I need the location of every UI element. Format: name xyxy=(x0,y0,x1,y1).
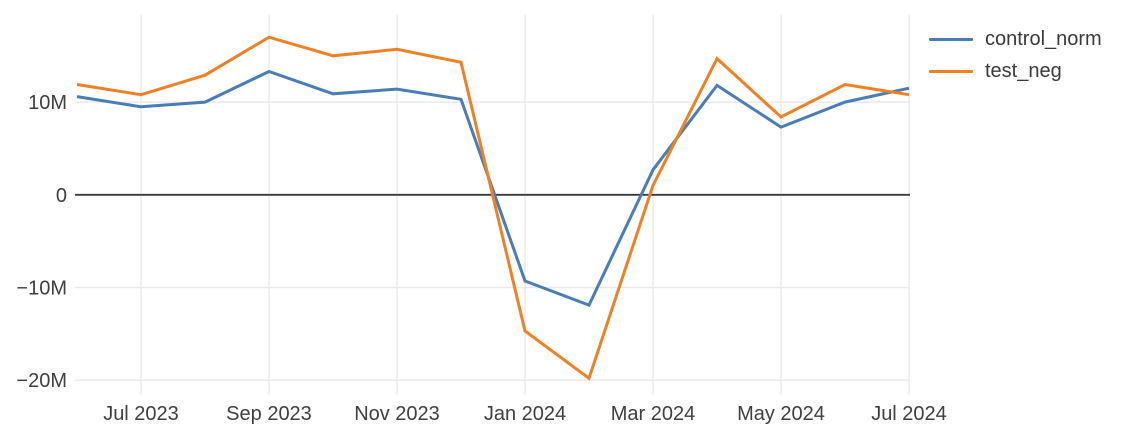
series-line-test_neg xyxy=(76,35,910,381)
y-tick-label: −20M xyxy=(16,370,67,392)
legend: control_norm test_neg xyxy=(929,28,1102,82)
x-tick-label: Mar 2024 xyxy=(611,403,696,425)
series-lines-group xyxy=(76,35,910,381)
y-tick-label: 10M xyxy=(28,92,67,114)
y-tick-label: −10M xyxy=(16,277,67,299)
x-axis-tick-labels: Jul 2023 Sep 2023 Nov 2023 Jan 2024 Mar 2024… xyxy=(103,403,947,425)
x-tick-label: Jan 2024 xyxy=(484,403,566,425)
legend-label-control-norm: control_norm xyxy=(985,28,1102,50)
legend-item-test-neg[interactable]: test_neg xyxy=(929,60,1102,82)
x-tick-label: Nov 2023 xyxy=(354,403,440,425)
x-tick-label: May 2024 xyxy=(737,403,825,425)
legend-line-swatch-blue xyxy=(929,37,973,41)
y-tick-label: 0 xyxy=(56,185,67,207)
x-tick-label: Jul 2023 xyxy=(103,403,179,425)
legend-line-swatch-orange xyxy=(929,69,973,73)
legend-item-control-norm[interactable]: control_norm xyxy=(929,28,1102,50)
y-axis-tick-labels: 10M 0 −10M −20M xyxy=(16,92,67,392)
gridlines-group xyxy=(75,15,910,395)
series-line-control_norm xyxy=(76,69,910,307)
legend-label-test-neg: test_neg xyxy=(985,60,1062,82)
x-tick-label: Sep 2023 xyxy=(226,403,312,425)
x-tick-label: Jul 2024 xyxy=(871,403,947,425)
